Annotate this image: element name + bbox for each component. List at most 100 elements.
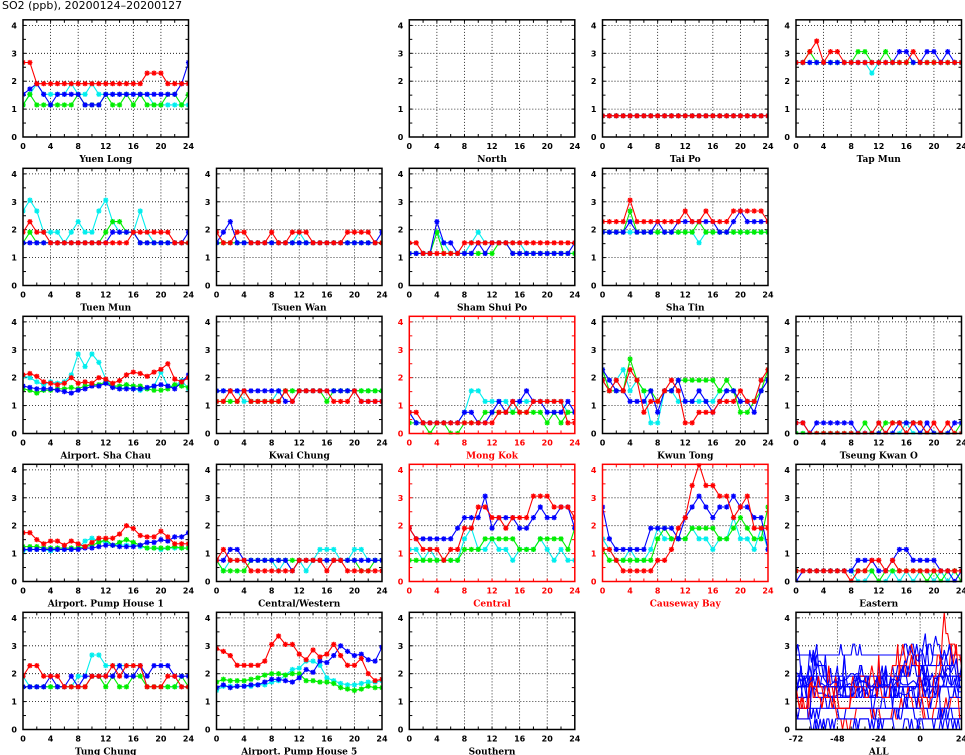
data-point-red (689, 420, 695, 426)
data-point-green (689, 229, 695, 235)
y-tick-label: 0 (205, 726, 211, 735)
data-point-blue (717, 229, 723, 235)
x-tick-label: 16 (128, 439, 140, 448)
data-point-green (454, 557, 461, 563)
data-point-blue (27, 546, 33, 553)
x-tick-label: 12 (680, 587, 691, 596)
data-point-blue (372, 658, 378, 664)
data-point-blue (454, 525, 461, 531)
data-point-red (165, 361, 171, 367)
data-point-green (262, 672, 268, 678)
y-tick-label: 3 (205, 642, 211, 651)
data-point-red (530, 398, 537, 405)
data-point-red (661, 219, 668, 225)
plot-area (602, 197, 768, 246)
data-point-green (751, 229, 757, 235)
data-point-blue (952, 420, 958, 426)
plot-frame (795, 315, 963, 435)
data-point-cyan (413, 546, 419, 553)
data-point-red (303, 229, 309, 235)
station-label: Mong Kok (466, 452, 519, 462)
data-point-blue (613, 229, 619, 235)
data-point-red (275, 568, 282, 574)
plot-frame (22, 167, 190, 287)
data-point-red (730, 113, 737, 119)
x-tick-label: 20 (349, 735, 361, 744)
data-point-red (289, 229, 295, 235)
data-point-red (47, 380, 54, 386)
data-point-red (47, 673, 54, 679)
y-tick-label: 4 (11, 466, 17, 475)
x-tick-label: 16 (514, 439, 526, 448)
data-point-green (648, 557, 654, 563)
data-point-blue (269, 676, 275, 682)
y-tick-label: 3 (591, 49, 597, 58)
y-tick-label: 1 (11, 698, 17, 707)
data-point-green (655, 229, 661, 235)
data-point-red (537, 493, 543, 499)
data-point-blue (158, 91, 164, 97)
data-point-blue (841, 420, 847, 426)
data-point-red (668, 546, 675, 553)
y-tick-label: 1 (398, 698, 404, 707)
data-point-blue (123, 673, 130, 679)
data-point-blue (331, 652, 337, 659)
data-point-red (61, 542, 67, 548)
data-point-red (855, 568, 861, 574)
data-point-red (47, 538, 54, 544)
all-series-line (796, 635, 962, 692)
station-label: Tsuen Wan (272, 304, 327, 314)
data-point-red (896, 420, 903, 426)
data-point-red (344, 568, 351, 574)
x-tick-label: 24 (569, 291, 581, 300)
y-tick-label: 1 (11, 402, 17, 411)
data-point-red (151, 369, 157, 375)
data-point-green (130, 102, 136, 108)
data-point-blue (468, 409, 474, 415)
data-point-red (454, 250, 461, 257)
x-tick-label: 20 (735, 587, 747, 596)
data-point-red (68, 538, 74, 544)
data-point-blue (661, 525, 668, 531)
data-point-red (41, 229, 47, 235)
data-point-blue (365, 240, 371, 246)
data-point-cyan (47, 91, 54, 97)
data-point-blue (544, 515, 550, 521)
data-point-red (372, 398, 378, 405)
data-point-red (358, 229, 364, 235)
x-tick-label: 0 (20, 439, 26, 448)
y-tick-label: 1 (591, 105, 597, 114)
data-point-red (869, 59, 875, 66)
data-point-cyan (648, 420, 654, 426)
data-point-red (682, 208, 688, 214)
y-tick-label: 4 (398, 466, 404, 475)
data-point-green (158, 102, 164, 108)
y-tick-label: 0 (398, 430, 404, 439)
data-point-blue (751, 219, 757, 225)
data-point-red (807, 49, 813, 55)
y-tick-label: 0 (784, 133, 790, 142)
data-point-blue (648, 229, 654, 235)
x-tick-label: 16 (128, 587, 140, 596)
y-tick-label: 4 (784, 318, 790, 327)
x-tick-label: -72 (789, 735, 803, 744)
data-point-green (27, 91, 33, 97)
data-point-red (172, 673, 178, 679)
data-point-red (269, 229, 275, 235)
plot-area (216, 219, 382, 246)
data-point-blue (351, 240, 358, 246)
data-point-red (61, 240, 67, 246)
data-point-blue (255, 388, 261, 394)
data-point-cyan (627, 388, 633, 394)
y-tick-label: 4 (11, 318, 17, 327)
x-tick-label: 0 (214, 291, 220, 300)
x-tick-label: 0 (214, 735, 220, 744)
data-point-green (34, 102, 40, 108)
data-point-red (54, 673, 61, 679)
data-point-cyan (696, 536, 702, 542)
data-point-red (689, 113, 695, 119)
y-tick-label: 3 (205, 494, 211, 503)
data-point-red (710, 409, 716, 415)
data-point-red (234, 662, 240, 668)
data-point-red (510, 240, 516, 246)
